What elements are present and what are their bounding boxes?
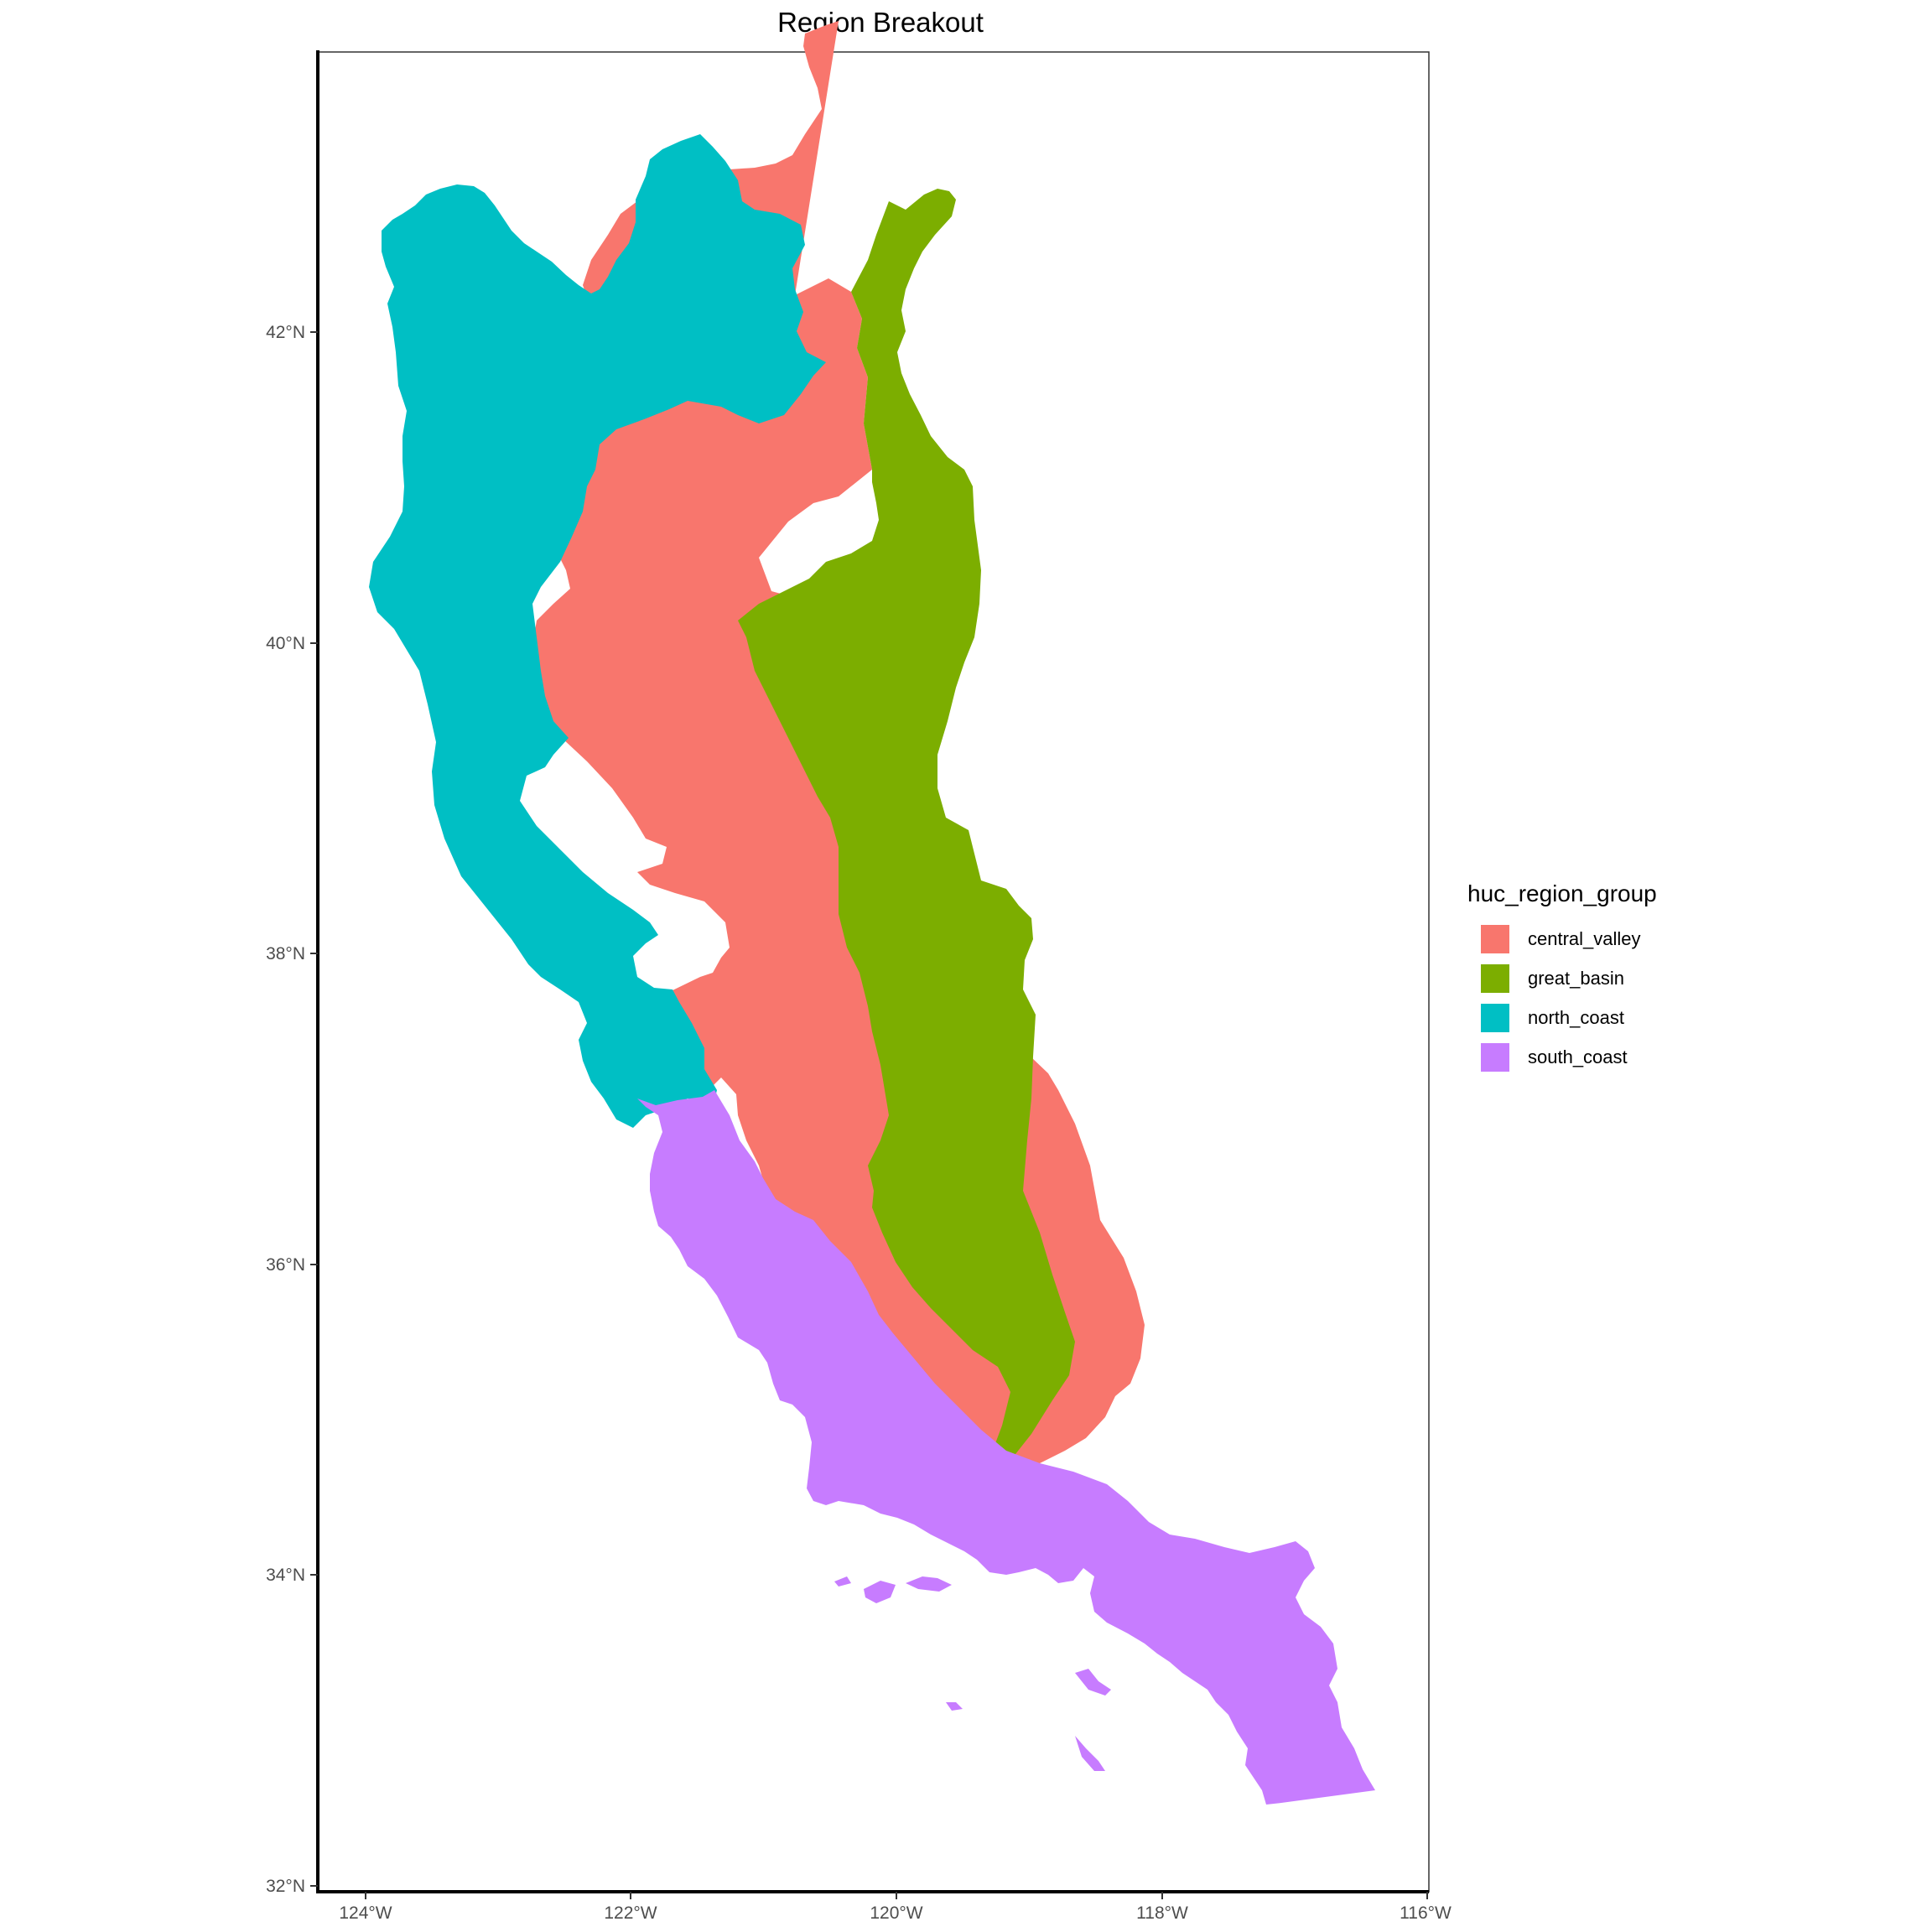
- island-shape: [1075, 1736, 1105, 1771]
- legend-swatch: [1481, 924, 1509, 953]
- y-tick-label: 32°N: [266, 1877, 305, 1896]
- legend-item-central-valley: central_valley: [1481, 919, 1657, 958]
- x-tick-label: 118°W: [1136, 1903, 1188, 1923]
- y-tick-label: 38°N: [266, 944, 305, 963]
- y-tick-label: 34°N: [266, 1566, 305, 1585]
- island-shape: [946, 1702, 963, 1711]
- great-basin-region: [738, 189, 1075, 1466]
- south-coast-region: [625, 1082, 1375, 1805]
- y-axis-ticks: [310, 331, 318, 1887]
- y-tick-label: 40°N: [266, 634, 305, 653]
- legend-item-south-coast: south_coast: [1481, 1037, 1657, 1077]
- legend-swatch: [1481, 1042, 1509, 1072]
- island-shape: [1075, 1669, 1111, 1696]
- y-tick-label: 42°N: [266, 323, 305, 342]
- x-tick-label: 120°W: [870, 1903, 922, 1923]
- legend-swatch: [1481, 1003, 1509, 1032]
- x-tick-label: 116°W: [1400, 1903, 1452, 1923]
- legend-label: great_basin: [1528, 967, 1624, 989]
- island-shape: [834, 1576, 851, 1587]
- legend-label: north_coast: [1528, 1006, 1624, 1028]
- x-axis-ticks: [365, 1892, 1428, 1899]
- x-tick-label: 124°W: [339, 1903, 392, 1923]
- legend-swatch: [1481, 963, 1509, 993]
- legend-item-great-basin: great_basin: [1481, 958, 1657, 998]
- north-coast-region: [369, 134, 826, 1128]
- legend-label: south_coast: [1528, 1046, 1628, 1067]
- island-shape: [864, 1581, 896, 1603]
- legend: huc_region_group central_valley great_ba…: [1467, 880, 1657, 1077]
- island-shape: [906, 1576, 952, 1592]
- legend-label: central_valley: [1528, 927, 1641, 949]
- legend-item-north-coast: north_coast: [1481, 998, 1657, 1037]
- legend-title: huc_region_group: [1467, 880, 1657, 906]
- y-tick-label: 36°N: [266, 1255, 305, 1275]
- x-tick-label: 122°W: [604, 1903, 657, 1923]
